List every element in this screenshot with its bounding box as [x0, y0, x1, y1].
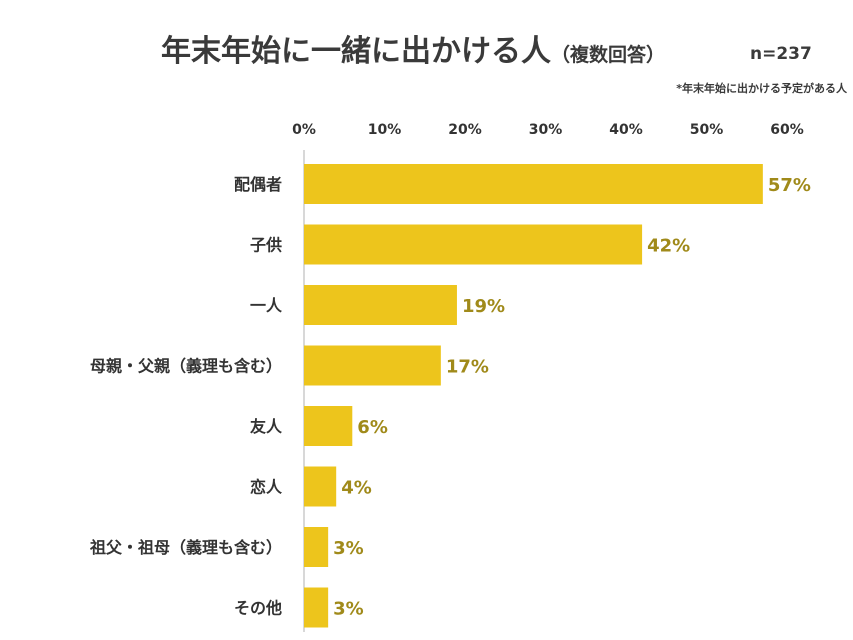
bar	[304, 527, 329, 567]
x-tick-label: 20%	[448, 122, 482, 138]
chart-title: 年末年始に一緒に出かける人（複数回答）	[161, 26, 665, 70]
category-label: 配偶者	[234, 175, 282, 194]
x-tick-label: 0%	[292, 122, 316, 138]
category-label: 祖父・祖母（義理も含む）	[89, 538, 282, 557]
category-label: 母親・父親（義理も含む）	[90, 357, 282, 376]
data-label: 57%	[768, 175, 811, 196]
x-tick-label: 10%	[368, 122, 402, 138]
category-label: 一人	[250, 296, 283, 315]
bar	[304, 466, 337, 507]
data-label: 4%	[341, 478, 372, 499]
data-label: 3%	[333, 599, 364, 620]
bar	[304, 587, 329, 628]
category-label: その他	[234, 599, 282, 618]
bar	[304, 164, 763, 204]
chart-subtitle: （複数回答）	[551, 44, 666, 66]
data-label: 19%	[462, 296, 505, 317]
data-label: 17%	[446, 357, 489, 378]
x-tick-label: 50%	[690, 122, 724, 138]
bar	[304, 285, 457, 325]
category-label: 恋人	[250, 478, 283, 497]
x-tick-label: 30%	[529, 122, 563, 138]
sample-size-label: n=237	[750, 44, 812, 64]
category-label: 友人	[250, 417, 283, 436]
bar	[304, 345, 441, 386]
footnote: *年末年始に出かける予定がある人	[676, 82, 847, 95]
bar	[304, 406, 353, 446]
data-label: 6%	[357, 417, 388, 438]
category-label: 子供	[250, 236, 282, 255]
data-label: 3%	[333, 538, 364, 559]
chart-title-main: 年末年始に一緒に出かける人	[161, 34, 551, 69]
bar	[304, 224, 643, 265]
x-tick-label: 60%	[770, 122, 804, 138]
x-tick-label: 40%	[609, 122, 643, 138]
data-label: 42%	[647, 236, 690, 257]
